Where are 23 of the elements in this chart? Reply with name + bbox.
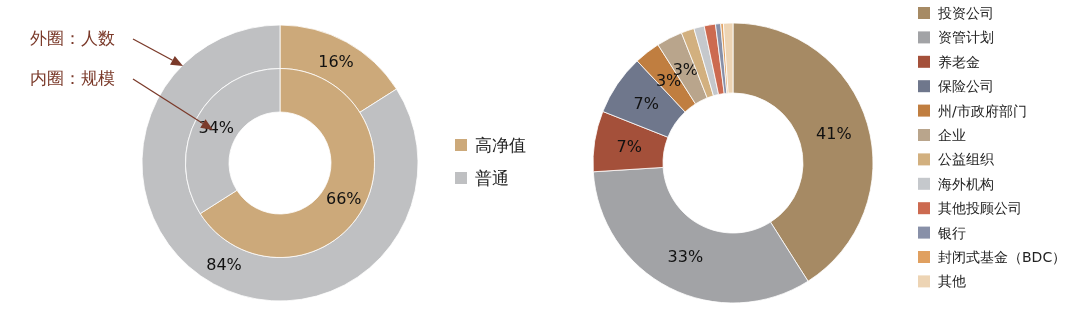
legend-label: 封闭式基金（BDC） [938,249,1067,265]
data-label: 66% [325,188,362,208]
data-label: 16% [318,51,354,71]
data-label: 84% [206,255,242,275]
legend-label: 海外机构 [938,175,994,192]
legend-label: 其他 [938,273,966,290]
legend-label: 养老金 [938,53,980,70]
legend-label: 普通 [475,168,509,188]
text: 内圈：规模 [30,68,115,88]
text: 外圈：人数 [30,28,115,48]
legend-label: 州/市政府部门 [938,102,1027,119]
legend-label: 其他投顾公司 [938,200,1022,217]
data-label: 7% [616,137,642,157]
legend-label: 资管计划 [938,29,994,46]
data-label: 33% [667,247,704,267]
legend-label: 保险公司 [938,78,994,95]
legend-label: 企业 [938,127,966,143]
data-label: 41% [816,124,852,144]
legend-label: 银行 [937,224,966,241]
data-label: 7% [633,94,659,114]
legend-label: 公益组织 [938,151,994,168]
legend-label: 高净值 [475,135,526,155]
legend-label: 投资公司 [937,5,994,21]
